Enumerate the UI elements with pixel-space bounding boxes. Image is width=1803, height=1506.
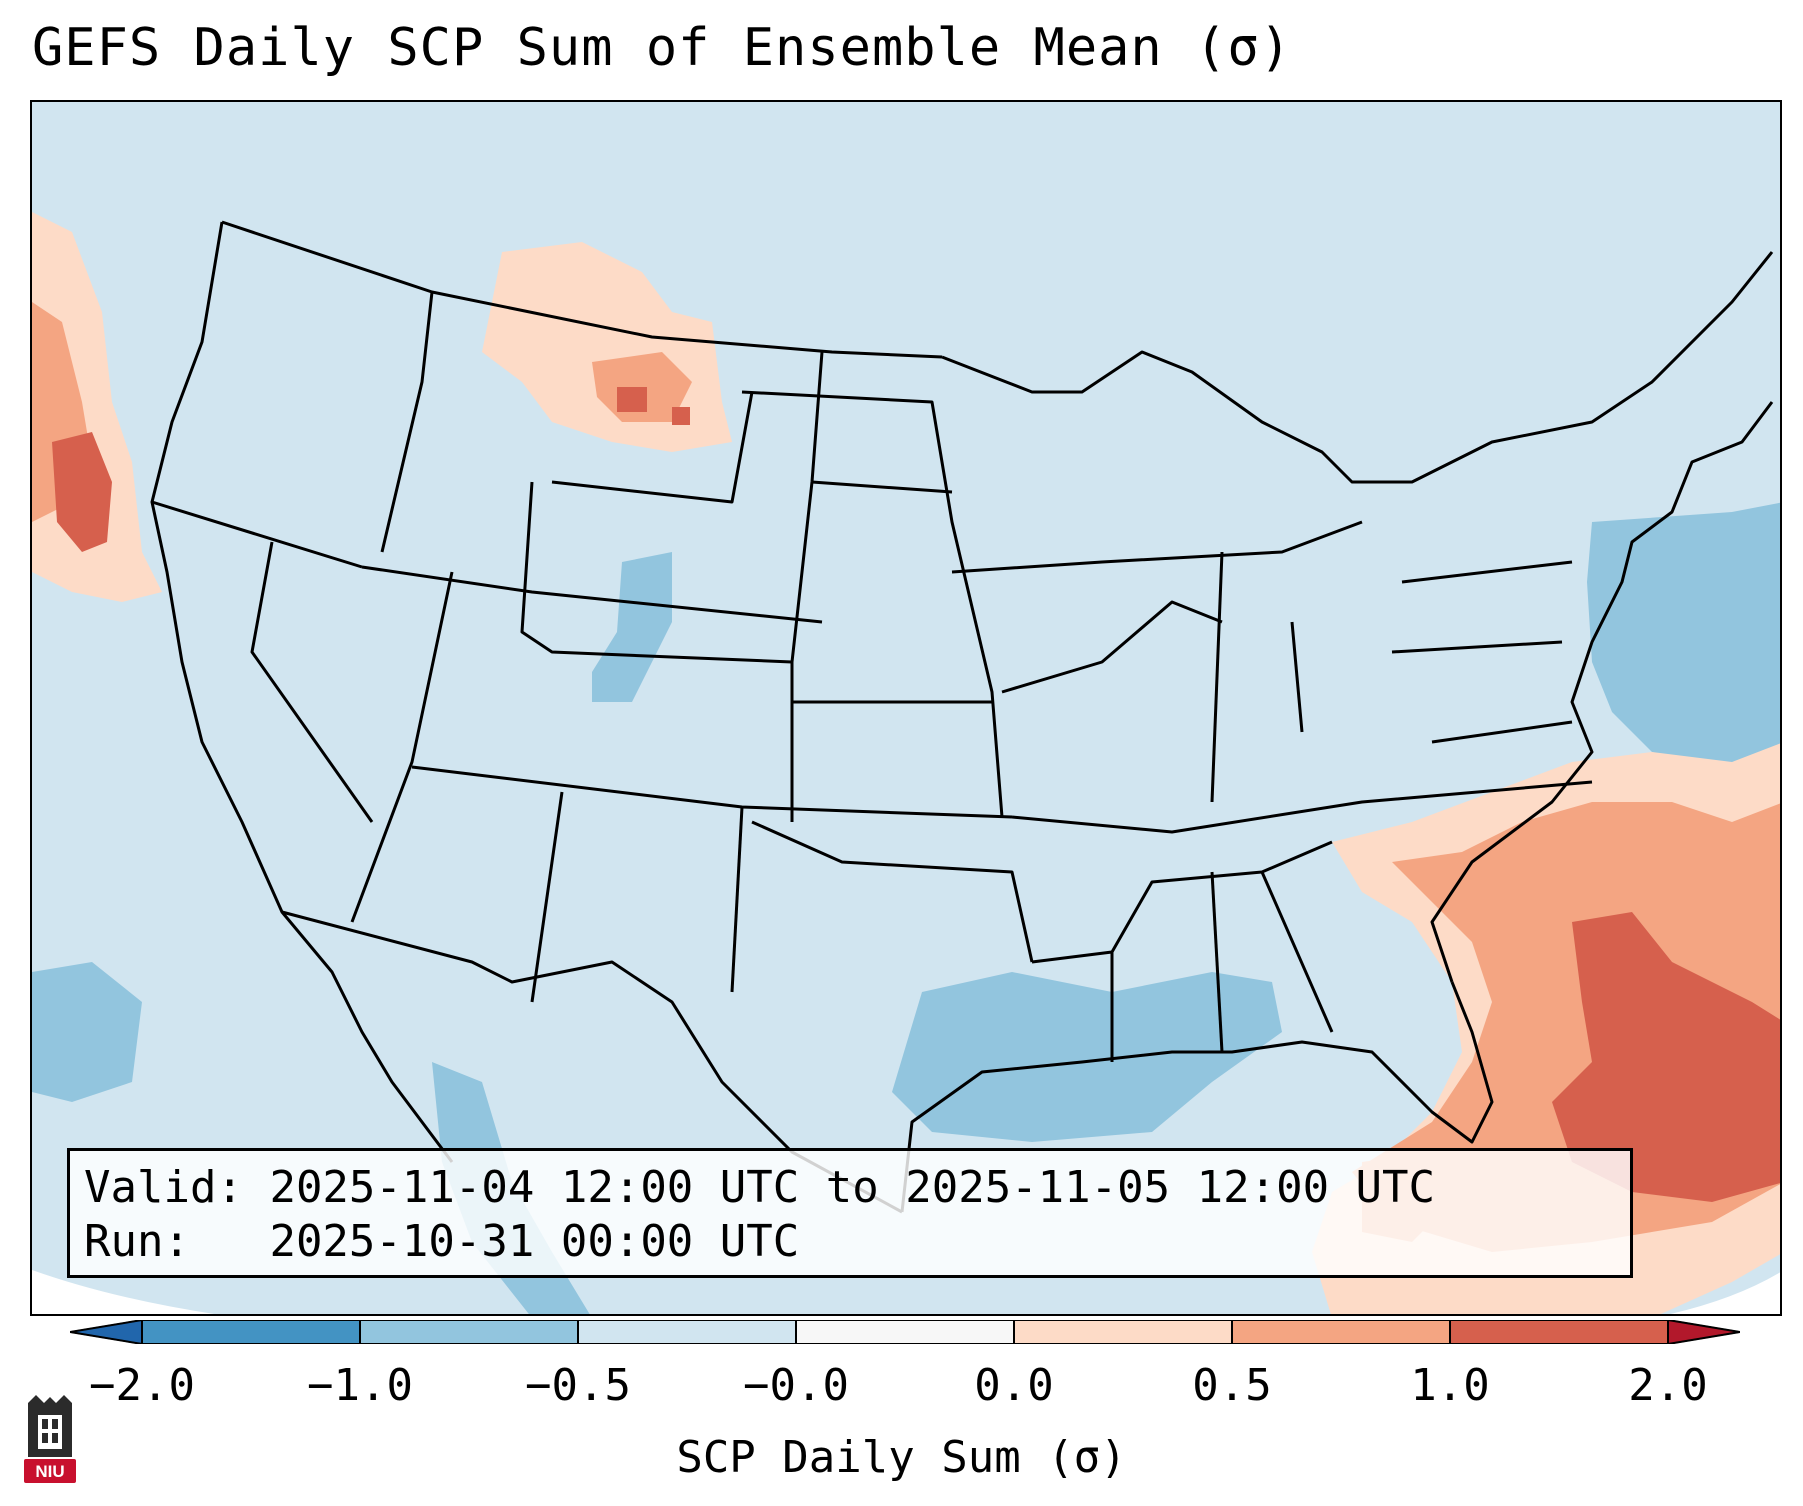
atlantic-negative-anomaly: [1587, 502, 1780, 772]
colorbar-tick-label: −1.0: [307, 1360, 413, 1411]
map-panel: [30, 100, 1782, 1316]
niu-logo-icon: NIU: [22, 1393, 78, 1485]
montana-positive-anomaly: [482, 242, 732, 452]
niu-logo-text: NIU: [35, 1462, 64, 1481]
colorbar-tick-label: −0.0: [743, 1360, 849, 1411]
colorbar-bin: [1450, 1320, 1669, 1344]
colorbar-bin: [142, 1320, 361, 1344]
colorbar-bin: [578, 1320, 797, 1344]
run-value: 2025-10-31 00:00 UTC: [269, 1216, 800, 1267]
colorbar-tick-label: 0.5: [1192, 1360, 1272, 1411]
country-and-state-borders: [150, 220, 1774, 1214]
colorbar-under-arrow: [69, 1319, 143, 1345]
colorado-negative-anomaly: [592, 552, 672, 702]
colorbar-tick-label: 1.0: [1410, 1360, 1490, 1411]
outside-domain-left: [32, 1270, 215, 1314]
colorbar-ticks: −2.0 −1.0 −0.5 −0.0 0.0 0.5 1.0 2.0: [0, 1360, 1803, 1420]
map-title: GEFS Daily SCP Sum of Ensemble Mean (σ): [32, 18, 1292, 78]
colorbar: [69, 1319, 1741, 1345]
colorbar-tick-label: 2.0: [1628, 1360, 1708, 1411]
valid-run-info-box: Valid: 2025-11-04 12:00 UTC to 2025-11-0…: [67, 1148, 1633, 1278]
colorbar-over-arrow: [1667, 1319, 1741, 1345]
colorbar-tick-label: −2.0: [89, 1360, 195, 1411]
scp-map: [32, 102, 1780, 1314]
pacific-positive-anomaly: [32, 212, 162, 602]
colorbar-label: SCP Daily Sum (σ): [676, 1432, 1127, 1483]
valid-value: 2025-11-04 12:00 UTC to 2025-11-05 12:00…: [269, 1162, 1436, 1213]
colorbar-tick-label: 0.0: [974, 1360, 1054, 1411]
colorbar-bin: [1232, 1320, 1451, 1344]
colorbar-svg: [69, 1319, 1741, 1345]
colorbar-bin: [796, 1320, 1015, 1344]
run-label: Run:: [84, 1216, 190, 1267]
valid-label: Valid:: [84, 1162, 243, 1213]
outside-domain-right: [1670, 1272, 1780, 1314]
colorbar-bin: [360, 1320, 579, 1344]
colorbar-bin: [1014, 1320, 1233, 1344]
colorbar-tick-label: −0.5: [525, 1360, 631, 1411]
